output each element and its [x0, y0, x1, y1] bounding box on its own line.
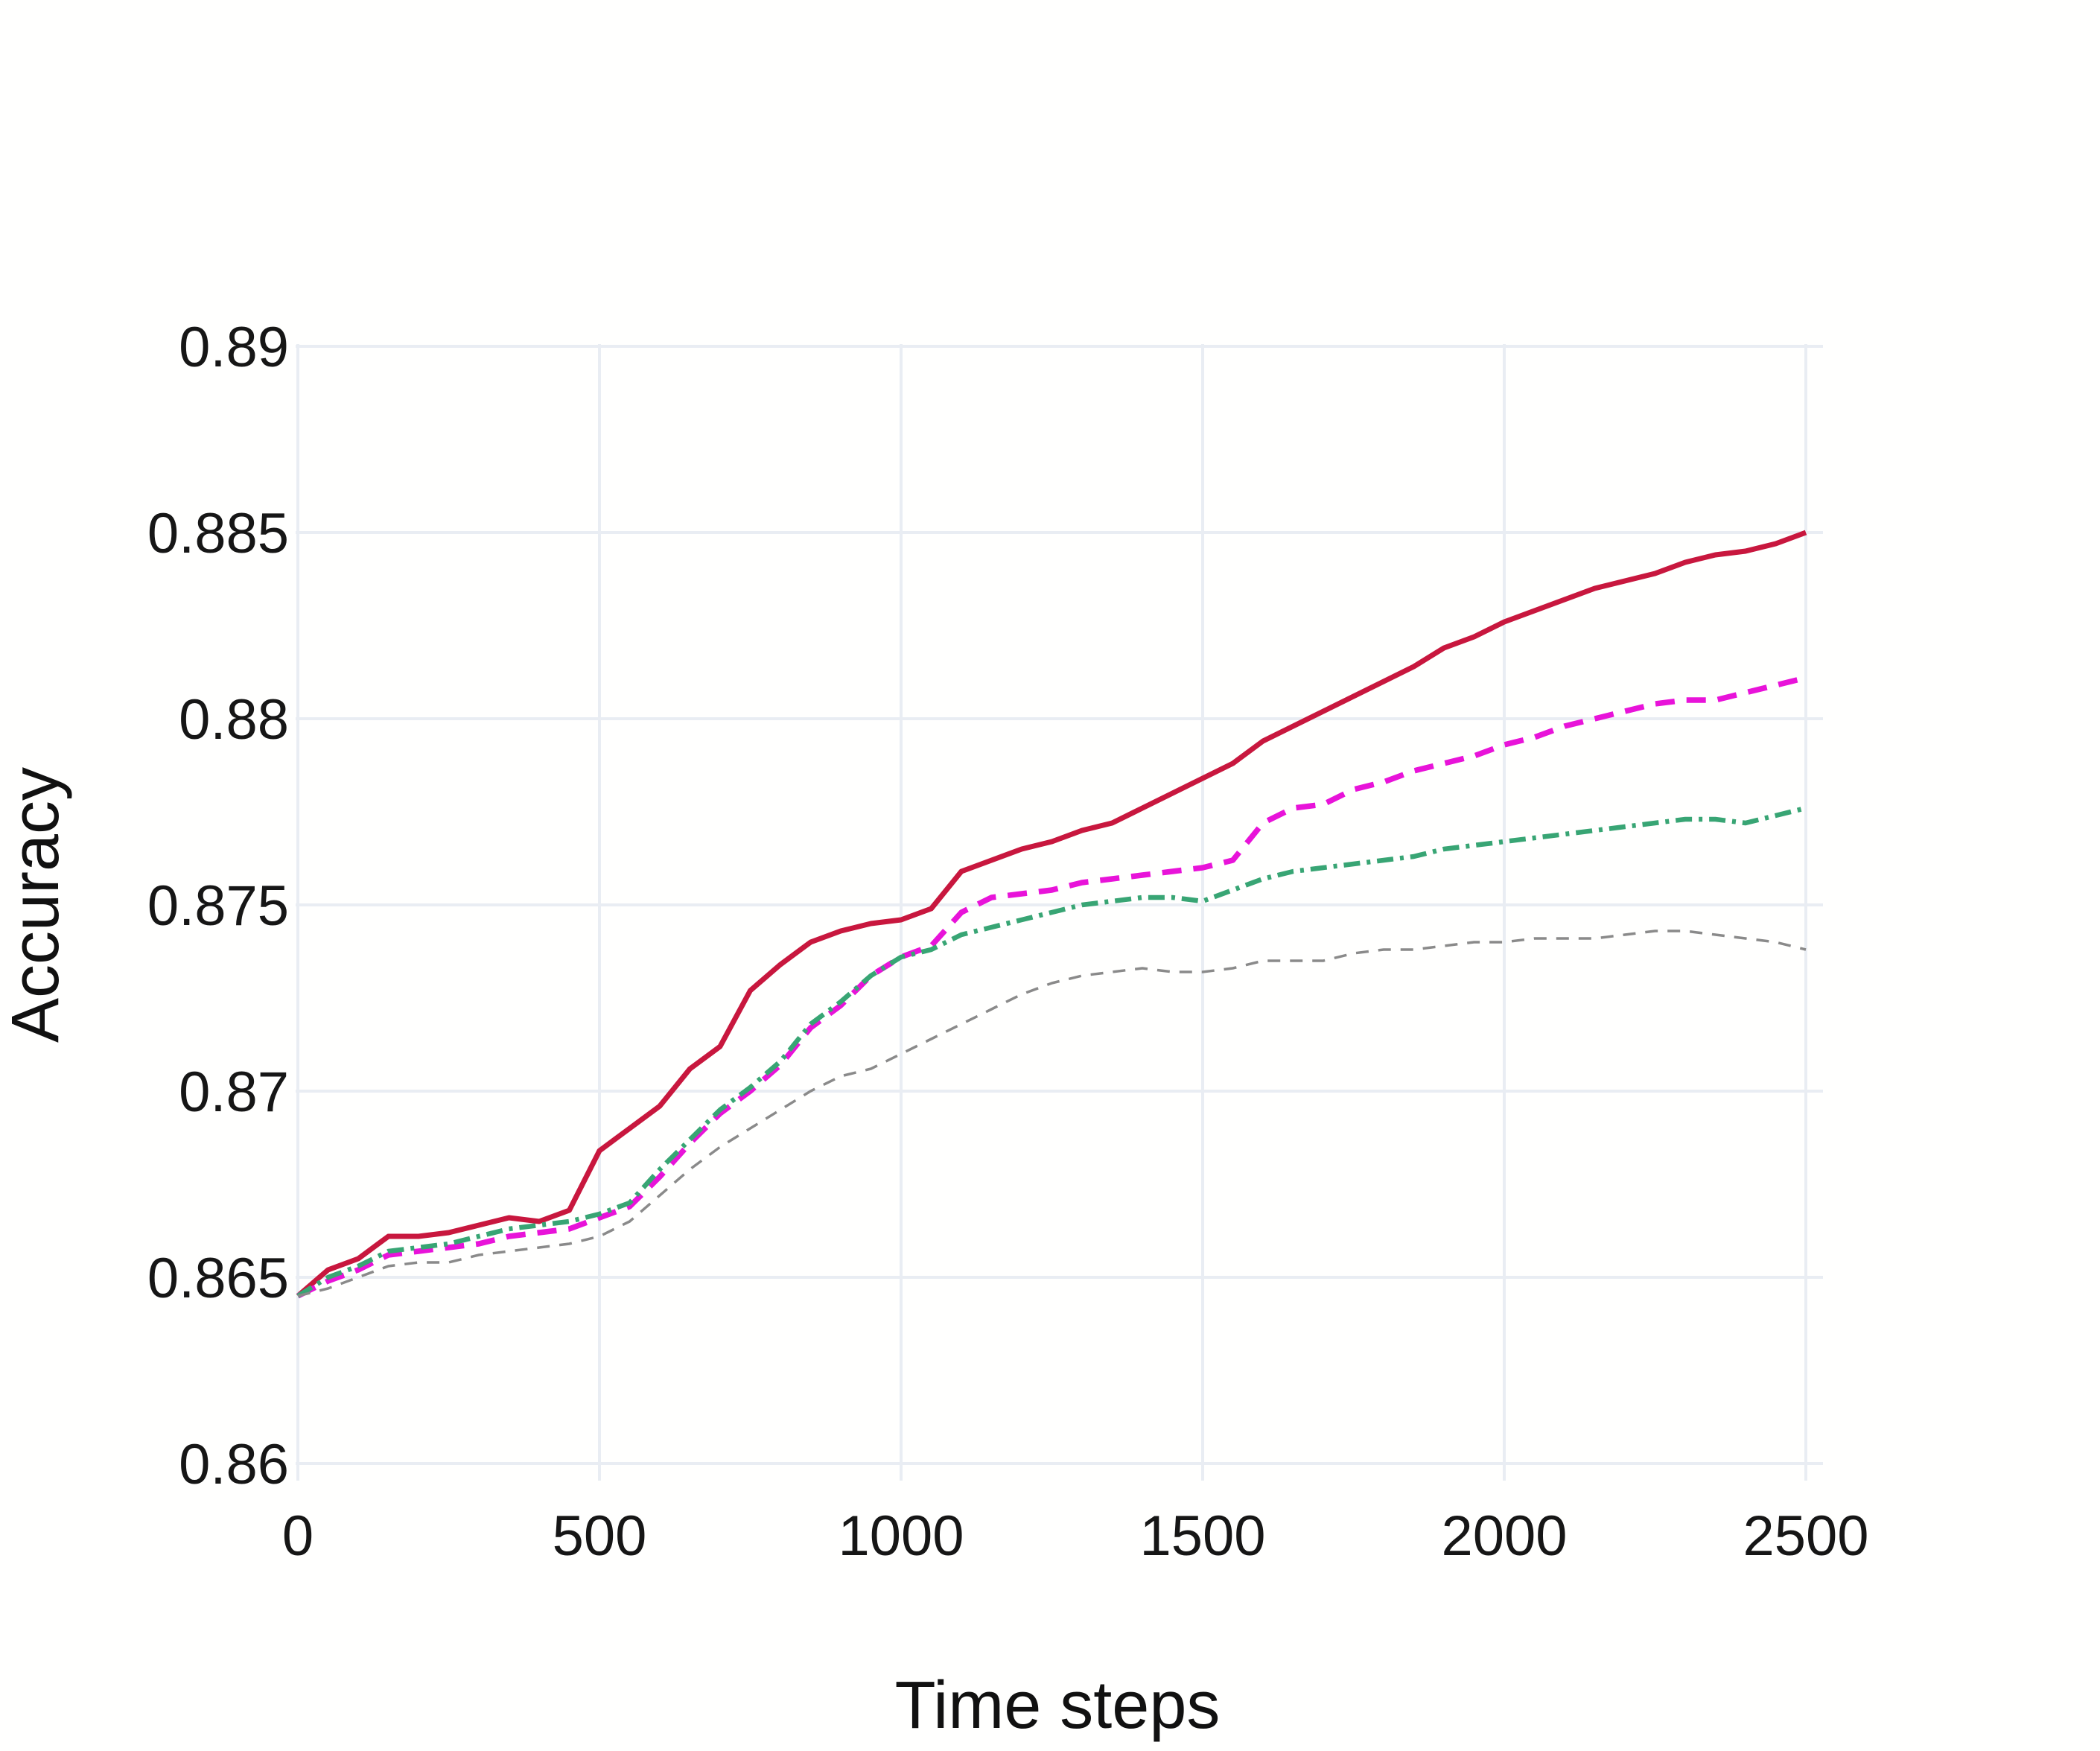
x-tick-label: 1000 — [838, 1504, 964, 1568]
y-tick-label: 0.86 — [179, 1433, 289, 1496]
x-axis-title: Time steps — [895, 1668, 1221, 1743]
x-tick-label: 2500 — [1743, 1504, 1868, 1568]
series-line-magenta-dashed — [296, 675, 1807, 1299]
y-axis-title: Accuracy — [0, 767, 73, 1043]
x-tick-label: 1500 — [1139, 1504, 1265, 1568]
series-line-gray-dashed — [297, 929, 1807, 1297]
series-lines — [296, 530, 1807, 1299]
x-tick-label: 2000 — [1441, 1504, 1567, 1568]
series-line-red-solid — [296, 530, 1807, 1298]
x-tick-label: 500 — [553, 1504, 647, 1568]
y-tick-label: 0.88 — [179, 688, 289, 751]
y-tick-label: 0.865 — [147, 1247, 289, 1310]
x-axis-tick-labels: 0 500 1000 1500 2000 2500 — [282, 1504, 1869, 1568]
y-tick-label: 0.885 — [147, 502, 289, 565]
series-line-green-dashdot — [296, 805, 1807, 1298]
x-tick-label: 0 — [282, 1504, 314, 1568]
y-tick-label: 0.875 — [147, 874, 289, 938]
y-tick-label: 0.87 — [179, 1061, 289, 1124]
y-tick-label: 0.89 — [179, 316, 289, 379]
y-axis-tick-labels: 0.86 0.865 0.87 0.875 0.88 0.885 0.89 — [147, 316, 289, 1496]
